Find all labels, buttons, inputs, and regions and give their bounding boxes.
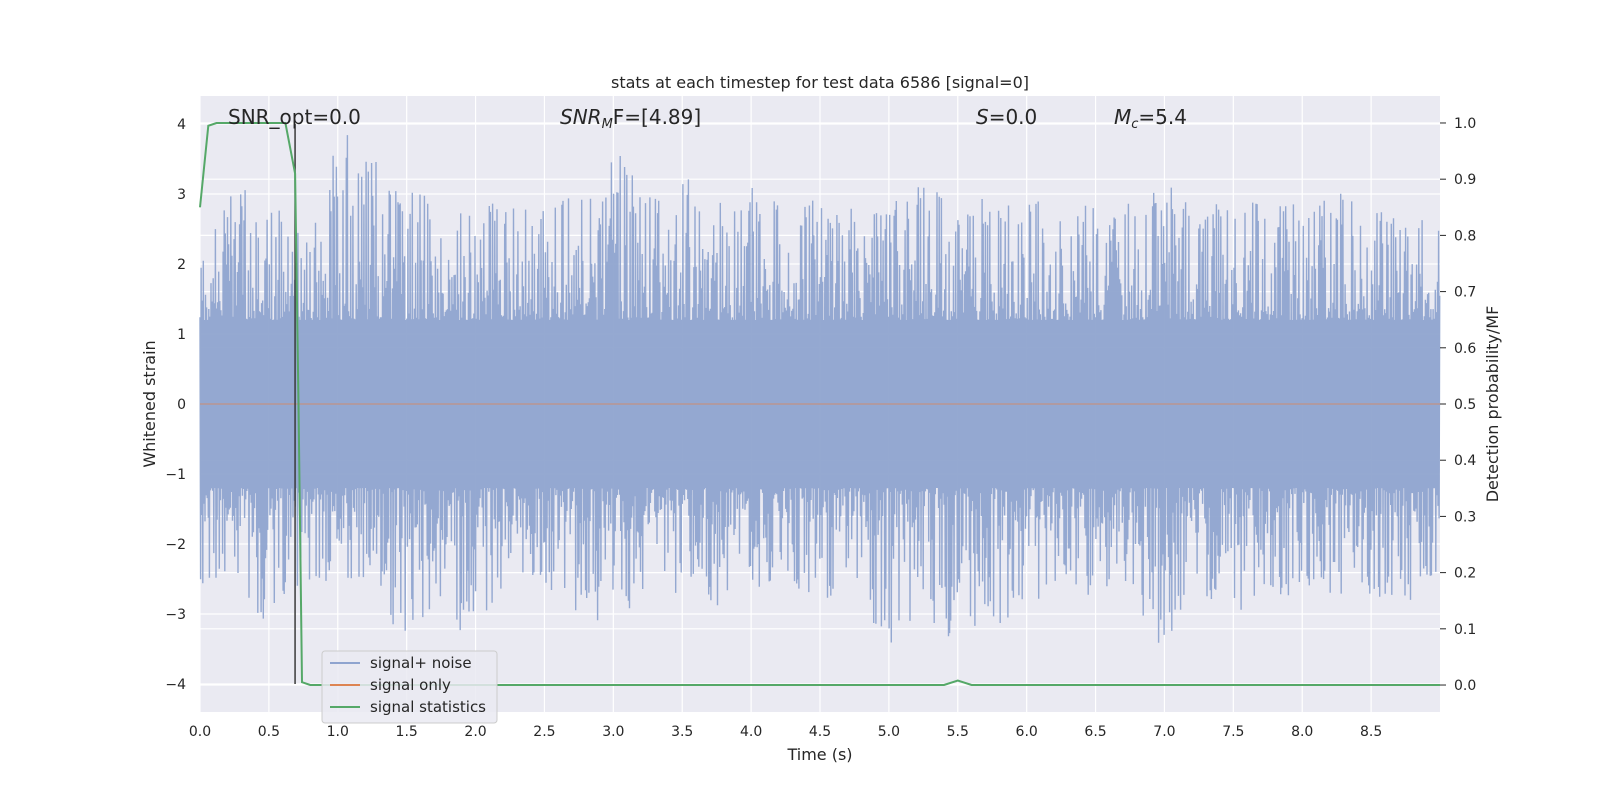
y-axis-right: 0.0 0.1 0.2 0.3 0.4 0.5 0.6 0.7 0.8 0.9 1.0: [1440, 116, 1476, 694]
legend-label-signal-noise: signal+ noise: [370, 654, 472, 672]
x-tick-label: 0.5: [258, 724, 280, 740]
y-tick-label: 3: [177, 187, 186, 203]
y2-tick-label: 0.4: [1454, 453, 1476, 469]
x-tick-label: 5.0: [878, 724, 900, 740]
x-axis-title: Time (s): [786, 745, 852, 764]
y2-tick-label: 0.2: [1454, 566, 1476, 582]
series-line-signal-noise: [199, 135, 1441, 643]
y2-tick-label: 0.9: [1454, 172, 1476, 188]
x-tick-label: 7.5: [1222, 724, 1244, 740]
legend-label-signal-only: signal only: [370, 676, 451, 694]
y2-tick-label: 0.0: [1454, 678, 1476, 694]
y2-tick-label: 0.1: [1454, 622, 1476, 638]
x-tick-label: 6.0: [1016, 724, 1038, 740]
y2-axis-title: Detection probability/MF: [1483, 306, 1502, 503]
y2-tick-label: 0.8: [1454, 228, 1476, 244]
x-tick-label: 6.5: [1084, 724, 1106, 740]
y2-tick-label: 0.3: [1454, 509, 1476, 525]
legend-label-signal-statistics: signal statistics: [370, 698, 486, 716]
y-tick-label: 1: [177, 327, 186, 343]
x-tick-label: 0.0: [189, 724, 211, 740]
x-tick-label: 3.0: [602, 724, 624, 740]
x-tick-label: 1.5: [396, 724, 418, 740]
annotation-s: S=0.0: [976, 105, 1037, 129]
x-tick-label: 1.0: [327, 724, 349, 740]
x-tick-label: 2.0: [464, 724, 486, 740]
y-axis-title: Whitened strain: [140, 340, 159, 467]
y-tick-label: −2: [165, 537, 186, 553]
chart-title: stats at each timestep for test data 658…: [611, 73, 1029, 92]
x-tick-label: 4.0: [740, 724, 762, 740]
y-tick-label: −3: [165, 607, 186, 623]
legend-box: [321, 650, 498, 724]
annotation-snr-mf: SNRMF=[4.89]: [560, 105, 701, 132]
y2-tick-label: 0.5: [1454, 397, 1476, 413]
x-tick-label: 3.5: [671, 724, 693, 740]
y-tick-label: −4: [165, 677, 186, 693]
x-tick-label: 7.0: [1153, 724, 1175, 740]
annotation-snr-opt: SNR_opt=0.0: [228, 105, 361, 129]
y-tick-label: 0: [177, 397, 186, 413]
y2-tick-label: 0.7: [1454, 285, 1476, 301]
y-tick-label: 2: [177, 257, 186, 273]
x-tick-label: 8.5: [1360, 724, 1382, 740]
y-tick-label: −1: [165, 467, 186, 483]
x-tick-label: 4.5: [809, 724, 831, 740]
y2-tick-label: 0.6: [1454, 341, 1476, 357]
legend: signal+ noise signal only signal statist…: [321, 650, 498, 724]
y-axis-left: −4 −3 −2 −1 0 1 2 3 4: [165, 117, 186, 693]
y2-tick-label: 1.0: [1454, 116, 1476, 132]
x-axis: 0.0 0.5 1.0 1.5 2.0 2.5 3.0 3.5 4.0 4.5 5.0 5.5 6.0 6…: [189, 724, 1382, 740]
y-tick-label: 4: [177, 117, 186, 133]
annotation-mc: Mc=5.4: [1114, 105, 1187, 132]
x-tick-label: 5.5: [947, 724, 969, 740]
x-tick-label: 8.0: [1291, 724, 1313, 740]
x-tick-label: 2.5: [533, 724, 555, 740]
